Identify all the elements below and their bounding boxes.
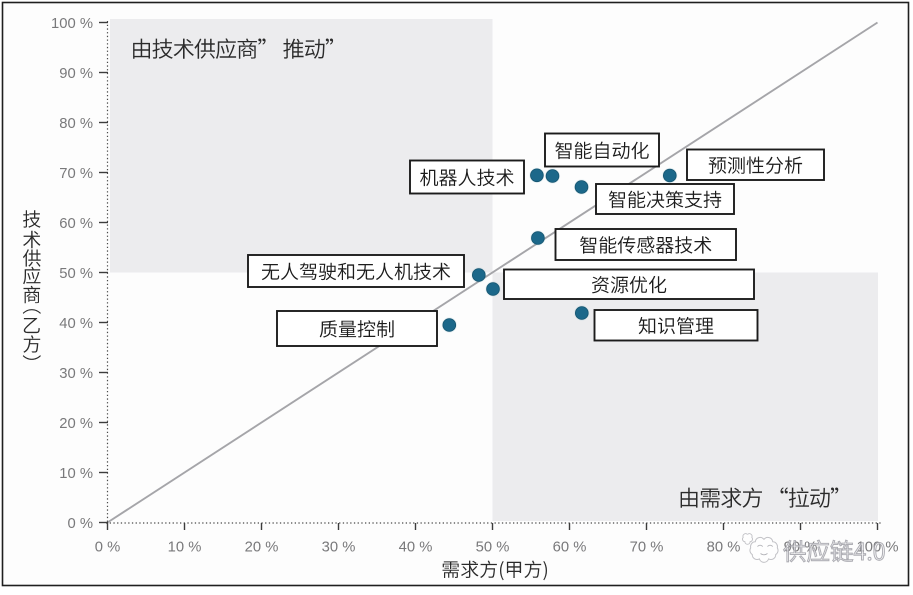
svg-text:80 %: 80 %	[59, 116, 93, 132]
svg-text:80 %: 80 %	[707, 540, 741, 556]
svg-text:100 %: 100 %	[857, 540, 899, 556]
svg-text:10 %: 10 %	[59, 466, 93, 482]
svg-text:40 %: 40 %	[59, 316, 93, 332]
svg-text:30 %: 30 %	[322, 540, 356, 556]
svg-text:70 %: 70 %	[59, 166, 93, 182]
svg-text:50 %: 50 %	[59, 266, 93, 282]
svg-text:30 %: 30 %	[59, 366, 93, 382]
svg-text:70 %: 70 %	[630, 540, 664, 556]
svg-text:100 %: 100 %	[51, 16, 93, 32]
svg-text:60 %: 60 %	[553, 540, 587, 556]
svg-text:60 %: 60 %	[59, 216, 93, 232]
svg-text:40 %: 40 %	[399, 540, 433, 556]
svg-text:20 %: 20 %	[59, 416, 93, 432]
svg-text:10 %: 10 %	[168, 540, 202, 556]
svg-text:20 %: 20 %	[245, 540, 279, 556]
svg-text:0 %: 0 %	[95, 540, 121, 556]
svg-text:50 %: 50 %	[476, 540, 510, 556]
svg-text:90 %: 90 %	[59, 66, 93, 82]
svg-text:0 %: 0 %	[68, 516, 94, 532]
